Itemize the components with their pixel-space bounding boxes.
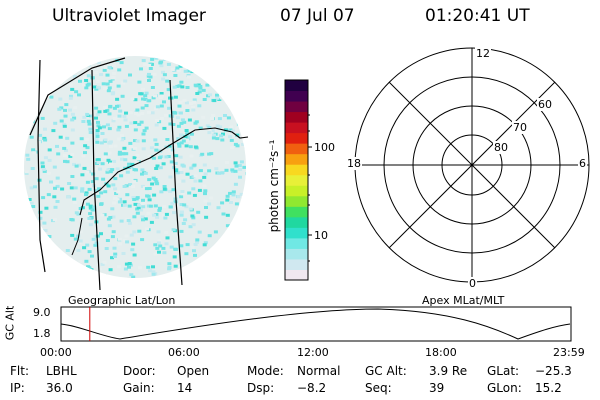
info-value: −25.3 [535,364,572,378]
timeline-xtick-0600: 06:00 [168,346,200,359]
colorbar-cell [285,185,308,197]
colorbar [284,79,312,281]
timeline-ytick-1.8: 1.8 [33,327,51,340]
colorbar-tick-label-10: 10 [314,229,328,242]
timeline-xtick-0000: 00:00 [40,346,72,359]
colorbar-cell [285,153,308,165]
info-value: 14 [177,381,193,395]
time-label: 01:20:41 UT [425,6,530,26]
colorbar-tick-label-100: 100 [314,141,335,154]
date-label: 07 Jul 07 [280,6,355,26]
colorbar-cell [285,143,308,155]
meridian-line-3 [169,79,183,286]
info-label: Dsp: [247,381,275,395]
colorbar-cell [285,195,308,207]
info-label: GC Alt: [365,364,407,378]
info-label: Mode: [247,364,284,378]
colorbar-cell [285,227,308,239]
info-value: 39 [429,381,445,395]
apex-title: Apex MLat/MLT [422,294,505,307]
colorbar-cell [285,248,308,260]
colorbar-cell [285,216,308,228]
colorbar-cell [285,101,308,113]
app-title: Ultraviolet Imager [52,6,206,26]
colorbar-cell [285,258,308,270]
coastline-line-2 [79,127,249,216]
colorbar-cell [285,164,308,176]
colorbar-scale [285,80,308,281]
timeline-ytick-9: 9.0 [33,306,51,319]
info-value: 36.0 [46,381,73,395]
meridian-line-1 [37,59,46,273]
altitude-timeline [60,306,572,342]
colorbar-cell [285,90,308,102]
info-value: LBHL [46,364,77,378]
polar-plot [354,47,590,283]
polar-diagonal-2 [388,81,556,249]
colorbar-cell [285,174,308,186]
mlt-label-6: 6 [578,157,587,170]
mlat-label-80: 80 [493,141,509,154]
colorbar-cell [285,206,308,218]
coastline-line-3 [71,217,83,256]
info-label: Door: [123,364,156,378]
colorbar-cell [285,269,308,281]
geographic-title: Geographic Lat/Lon [68,294,176,307]
colorbar-cell [285,132,308,144]
colorbar-cell [285,80,308,92]
colorbar-cell [285,122,308,134]
info-label: Seq: [365,381,392,395]
colorbar-cell [285,111,308,123]
timeline-xtick-1800: 18:00 [425,346,457,359]
colorbar-unit-label: photon cm⁻²s⁻¹ [267,139,281,233]
mlat-label-60: 60 [537,98,553,111]
uv-image-panel [24,56,249,290]
info-value: 3.9 Re [429,364,468,378]
info-value: −8.2 [297,381,327,395]
mlt-label-0: 0 [468,277,477,290]
info-label: IP: [10,381,25,395]
meridian-line-2 [91,69,101,290]
altitude-curve [60,308,571,340]
mlt-label-12: 12 [475,47,491,60]
info-value: 15.2 [535,381,562,395]
mlt-label-18: 18 [346,157,362,170]
info-label: Flt: [10,364,29,378]
timeline-ylabel: GC Alt [3,305,17,341]
info-label: GLon: [487,381,522,395]
info-label: Gain: [123,381,155,395]
info-value: Open [177,364,210,378]
info-label: GLat: [487,364,520,378]
colorbar-cell [285,237,308,249]
info-value: Normal [297,364,341,378]
mlat-label-70: 70 [512,121,528,134]
timeline-xtick-2359: 23:59 [553,346,585,359]
timeline-xtick-1200: 12:00 [297,346,329,359]
